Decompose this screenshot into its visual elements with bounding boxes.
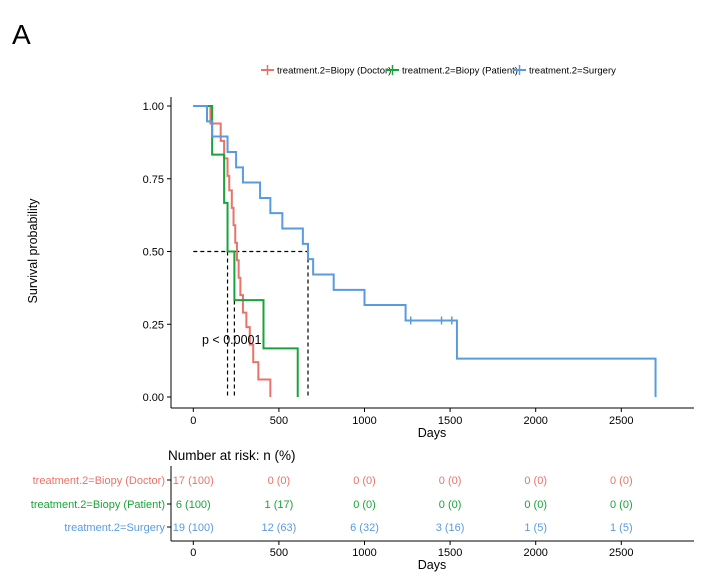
y-axis-title: Survival probability bbox=[26, 198, 40, 304]
panel-label: A bbox=[12, 19, 31, 50]
risk-row-label-surgery: treatment.2=Surgery bbox=[64, 522, 165, 534]
risk-x-tick-label: 1000 bbox=[352, 547, 376, 559]
y-axis-ticks: 0.00 0.25 0.50 0.75 1.00 bbox=[143, 101, 171, 404]
risk-cell-surgery: 1 (5) bbox=[610, 522, 633, 534]
survival-curve-doctor bbox=[193, 105, 272, 397]
risk-x-tick-label: 2000 bbox=[523, 547, 547, 559]
p-value-annotation: p < 0.0001 bbox=[202, 333, 261, 347]
risk-x-tick-label: 0 bbox=[190, 547, 196, 559]
risk-table-x-ticks: 0 500 1000 1500 2000 2500 bbox=[190, 541, 634, 559]
legend-label-surgery: treatment.2=Surgery bbox=[529, 66, 616, 77]
risk-cell-patient: 0 (0) bbox=[353, 499, 376, 511]
risk-cell-surgery: 1 (5) bbox=[524, 522, 547, 534]
x-tick-label: 500 bbox=[270, 415, 288, 427]
survival-curve-surgery bbox=[193, 105, 657, 397]
legend: treatment.2=Biopy (Doctor) treatment.2=B… bbox=[261, 65, 616, 77]
risk-row-label-patient: treatment.2=Biopy (Patient) bbox=[31, 499, 165, 511]
y-tick-label: 0.25 bbox=[143, 319, 164, 331]
risk-cell-surgery: 3 (16) bbox=[436, 522, 465, 534]
risk-table: Number at risk: n (%) treatment.2=Biopy … bbox=[31, 448, 694, 572]
y-tick-label: 0.00 bbox=[143, 392, 164, 404]
risk-cell-doctor: 0 (0) bbox=[439, 475, 462, 487]
risk-table-rows: treatment.2=Biopy (Doctor) 17 (100) 0 (0) 0… bbox=[31, 475, 633, 534]
risk-cell-doctor: 0 (0) bbox=[353, 475, 376, 487]
survival-curve-patient bbox=[193, 105, 299, 397]
y-tick-label: 0.75 bbox=[143, 174, 164, 186]
legend-item-patient: treatment.2=Biopy (Patient) bbox=[386, 65, 518, 77]
risk-cell-doctor: 0 (0) bbox=[268, 475, 291, 487]
risk-cell-patient: 0 (0) bbox=[610, 499, 633, 511]
legend-item-doctor: treatment.2=Biopy (Doctor) bbox=[261, 65, 391, 77]
legend-item-surgery: treatment.2=Surgery bbox=[513, 65, 616, 77]
risk-cell-patient: 1 (17) bbox=[265, 499, 294, 511]
risk-cell-patient: 6 (100) bbox=[176, 499, 211, 511]
survival-curves bbox=[193, 105, 657, 397]
x-tick-label: 0 bbox=[190, 415, 196, 427]
km-plot-area: 0.00 0.25 0.50 0.75 1.00 0 500 1000 1500 2000 250… bbox=[143, 97, 694, 427]
risk-table-x-axis-title: Days bbox=[418, 558, 446, 572]
x-tick-label: 2000 bbox=[523, 415, 547, 427]
risk-table-title: Number at risk: n (%) bbox=[168, 448, 296, 463]
y-tick-label: 0.50 bbox=[143, 247, 164, 259]
x-tick-label: 1500 bbox=[438, 415, 462, 427]
x-tick-label: 2500 bbox=[609, 415, 633, 427]
x-axis-ticks: 0 500 1000 1500 2000 2500 bbox=[190, 408, 634, 427]
risk-cell-patient: 0 (0) bbox=[524, 499, 547, 511]
risk-x-tick-label: 500 bbox=[270, 547, 288, 559]
risk-cell-patient: 0 (0) bbox=[439, 499, 462, 511]
risk-cell-surgery: 12 (63) bbox=[261, 522, 296, 534]
legend-label-doctor: treatment.2=Biopy (Doctor) bbox=[277, 66, 391, 77]
risk-cell-doctor: 0 (0) bbox=[610, 475, 633, 487]
risk-x-tick-label: 2500 bbox=[609, 547, 633, 559]
median-lines bbox=[193, 250, 309, 397]
risk-cell-surgery: 6 (32) bbox=[350, 522, 379, 534]
risk-row-label-doctor: treatment.2=Biopy (Doctor) bbox=[33, 475, 165, 487]
legend-label-patient: treatment.2=Biopy (Patient) bbox=[402, 66, 518, 77]
risk-x-tick-label: 1500 bbox=[438, 547, 462, 559]
risk-cell-doctor: 17 (100) bbox=[173, 475, 214, 487]
x-axis-title: Days bbox=[418, 426, 446, 440]
risk-cell-surgery: 19 (100) bbox=[173, 522, 214, 534]
y-tick-label: 1.00 bbox=[143, 101, 164, 113]
x-tick-label: 1000 bbox=[352, 415, 376, 427]
risk-cell-doctor: 0 (0) bbox=[524, 475, 547, 487]
